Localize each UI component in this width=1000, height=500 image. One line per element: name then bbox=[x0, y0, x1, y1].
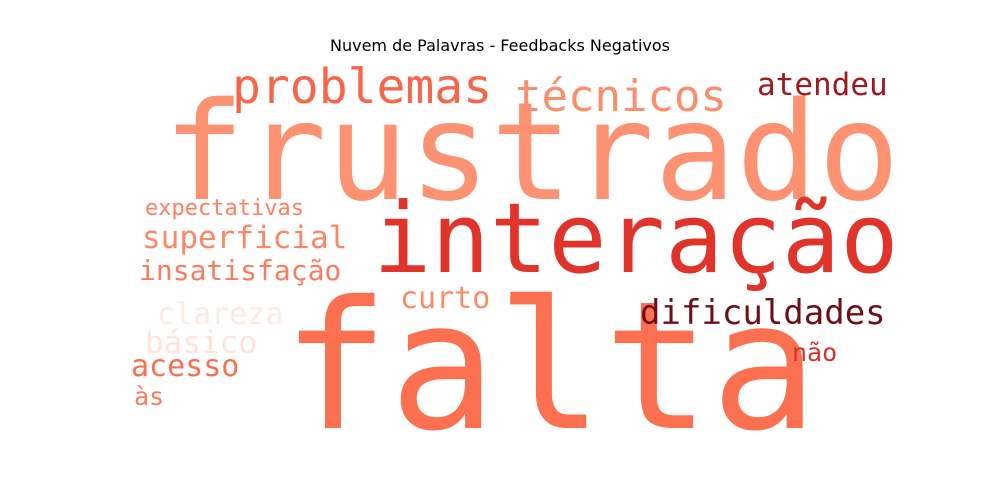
word-dificuldades: dificuldades bbox=[640, 293, 886, 333]
word-falta: falta bbox=[282, 263, 818, 470]
word-nao: não bbox=[792, 338, 838, 367]
word-tecnicos: técnicos bbox=[515, 71, 727, 122]
word-atendeu: atendeu bbox=[757, 67, 888, 103]
word-problemas: problemas bbox=[232, 59, 493, 115]
word-curto: curto bbox=[400, 281, 491, 316]
word-basico: básico bbox=[145, 325, 257, 361]
word-superficial: superficial bbox=[142, 220, 348, 256]
word-interacao: interação bbox=[373, 182, 899, 295]
figure-title: Nuvem de Palavras - Feedbacks Negativos bbox=[330, 36, 670, 55]
word-frustrado: frustrado bbox=[163, 74, 900, 232]
word-as: às bbox=[134, 382, 165, 411]
word-insatisfacao: insatisfação bbox=[139, 254, 342, 287]
word-clareza: clareza bbox=[157, 297, 284, 332]
word-expectativas: expectativas bbox=[145, 196, 304, 221]
word-acesso: acesso bbox=[131, 349, 240, 384]
